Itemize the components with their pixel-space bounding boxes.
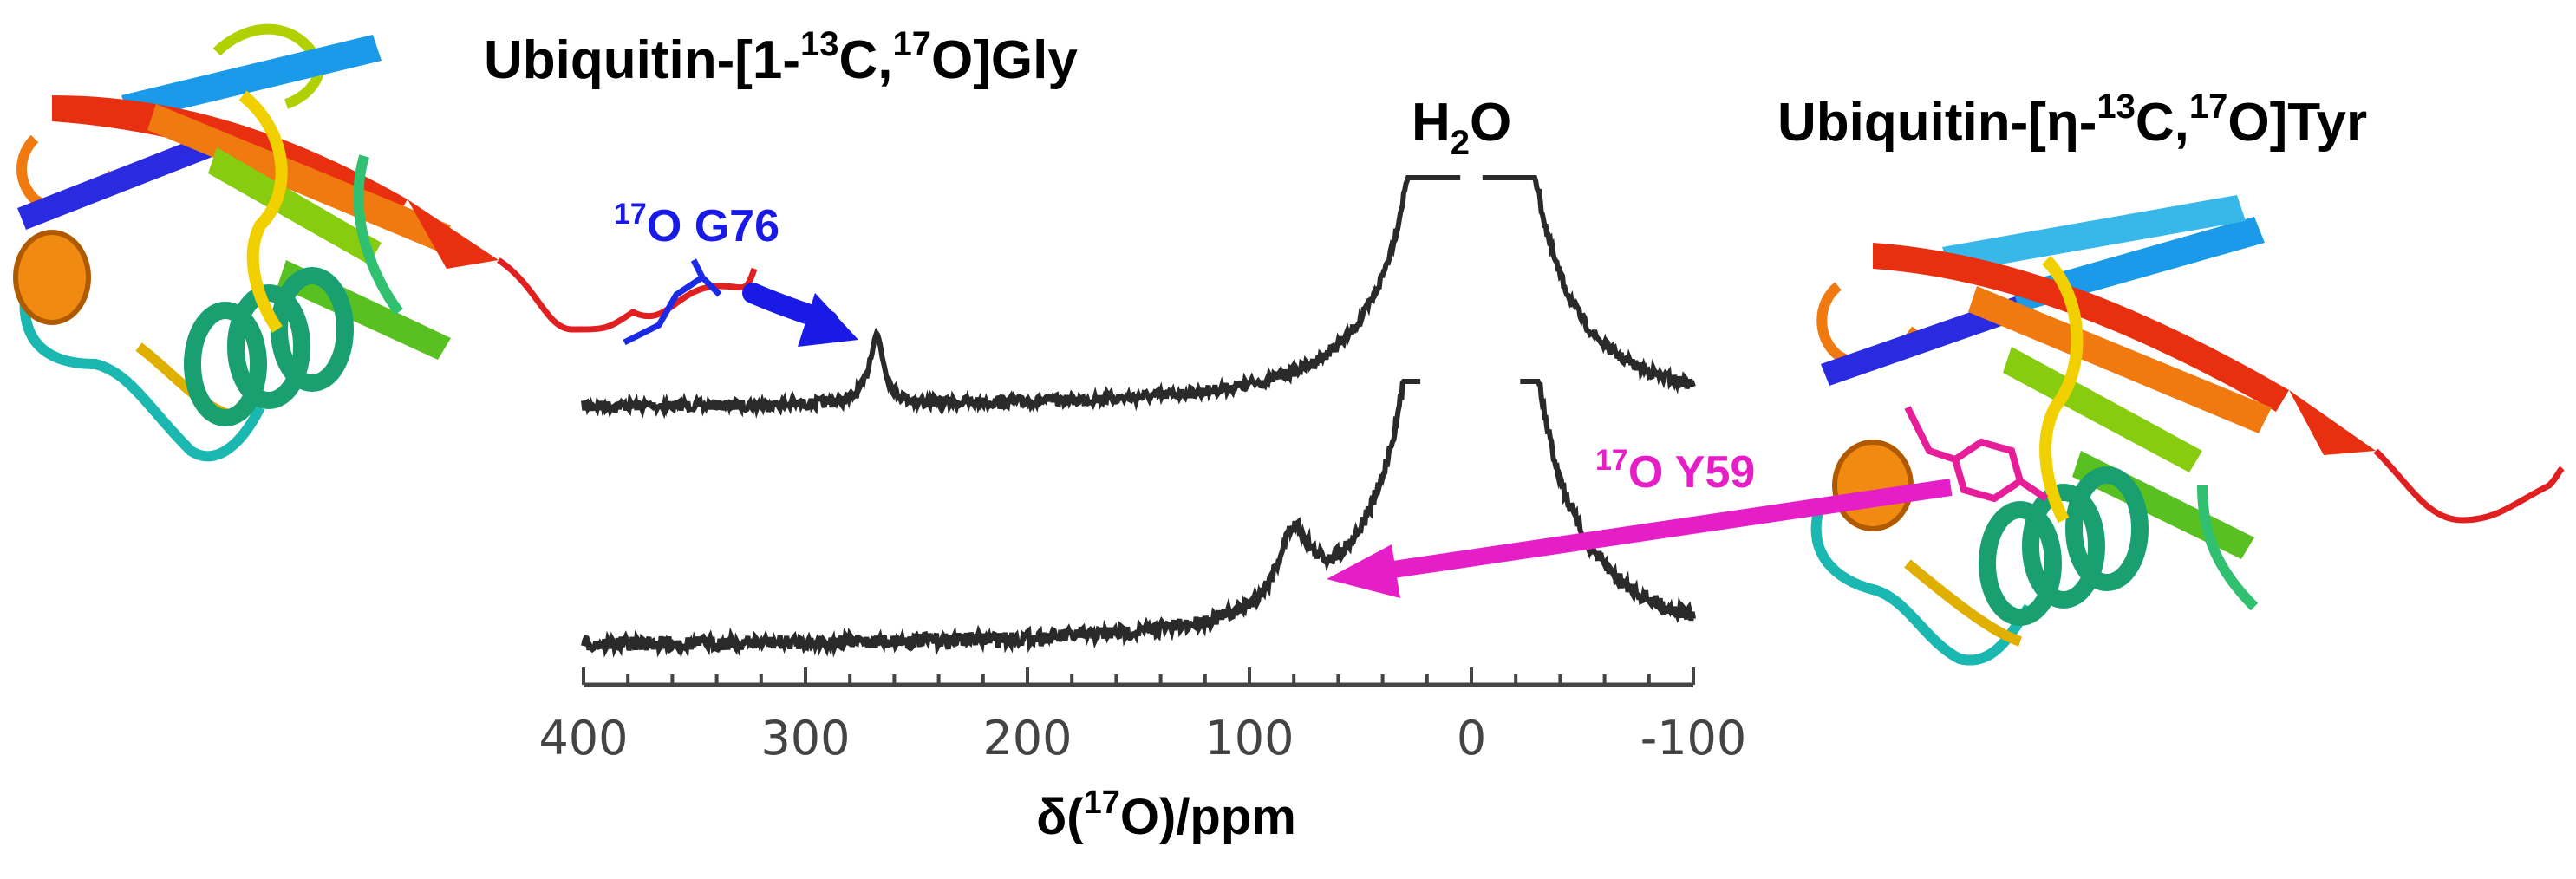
spectrum-gly [581, 175, 1696, 420]
x-axis-tick-labels: 400 300 200 100 0 -100 [538, 711, 1746, 765]
x-axis-label: δ(17O)/ppm [1036, 785, 1296, 845]
nmr-spectra [581, 175, 1696, 659]
g76-arrow [742, 283, 858, 347]
ubiquitin-structure-right [1810, 195, 2565, 666]
title-tyr-label: Ubiquitin-[η-13C,17O]Tyr [1777, 88, 2367, 153]
y59-arrow [1327, 479, 1953, 598]
helix-right [1979, 466, 2149, 626]
water-label: H2O [1412, 93, 1511, 162]
x-axis-tick-label: 200 [982, 711, 1072, 765]
helix-left [184, 267, 354, 426]
ubiquitin-structure-left [13, 23, 758, 462]
x-axis-tick-label: 0 [1457, 711, 1486, 765]
x-axis-tick-label: 400 [538, 711, 628, 765]
x-axis-tick-marks [582, 667, 1695, 685]
x-axis-tick-label: -100 [1640, 711, 1747, 765]
x-axis-tick-label: 300 [760, 711, 850, 765]
y59-peak-label: 17O Y59 [1595, 444, 1755, 498]
title-gly-label: Ubiquitin-[1-13C,17O]Gly [484, 25, 1078, 90]
x-axis-tick-label: 100 [1204, 711, 1294, 765]
x-axis: 400 300 200 100 0 -100 δ(17O)/ppm [538, 667, 1746, 845]
g76-peak-label: 17O G76 [614, 198, 779, 251]
spectrum-tyr [581, 379, 1696, 659]
tyr59-sidechain [1904, 406, 2049, 503]
